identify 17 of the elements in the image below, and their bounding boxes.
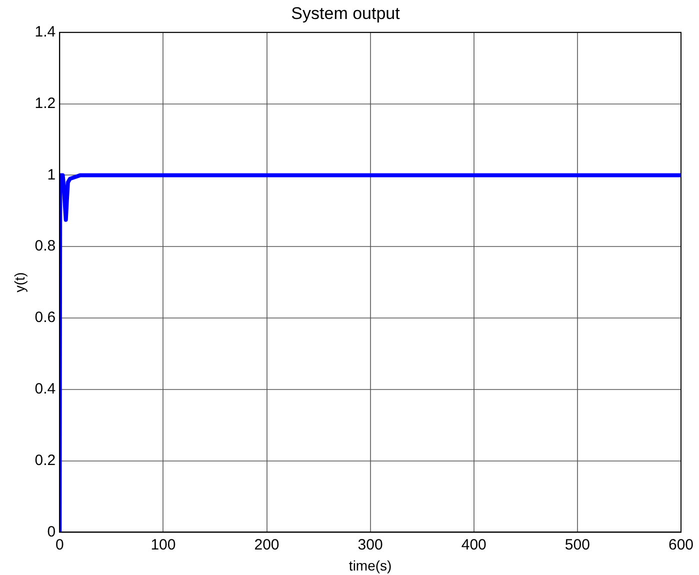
y-axis-title: y(t) <box>11 272 28 292</box>
y-tick-label: 0.4 <box>34 380 56 398</box>
y-tick-label: 0.6 <box>34 309 56 326</box>
x-tick-label: 500 <box>564 536 590 554</box>
y-tick-label: 0.2 <box>34 452 56 469</box>
y-tick-label: 0 <box>47 523 56 540</box>
y-tick-label: 0.8 <box>34 238 56 255</box>
y-tick-label: 1.2 <box>34 94 56 112</box>
y-tick-label: 1 <box>47 166 56 184</box>
x-tick-label: 600 <box>668 536 694 554</box>
x-axis-title: time(s) <box>348 557 392 574</box>
x-tick-label: 300 <box>358 536 383 554</box>
y-tick-label: 1.4 <box>34 24 56 41</box>
chart-title: System output <box>291 4 400 23</box>
x-tick-label: 200 <box>254 536 280 554</box>
x-tick-label: 100 <box>150 536 176 554</box>
x-tick-label: 400 <box>461 536 486 554</box>
